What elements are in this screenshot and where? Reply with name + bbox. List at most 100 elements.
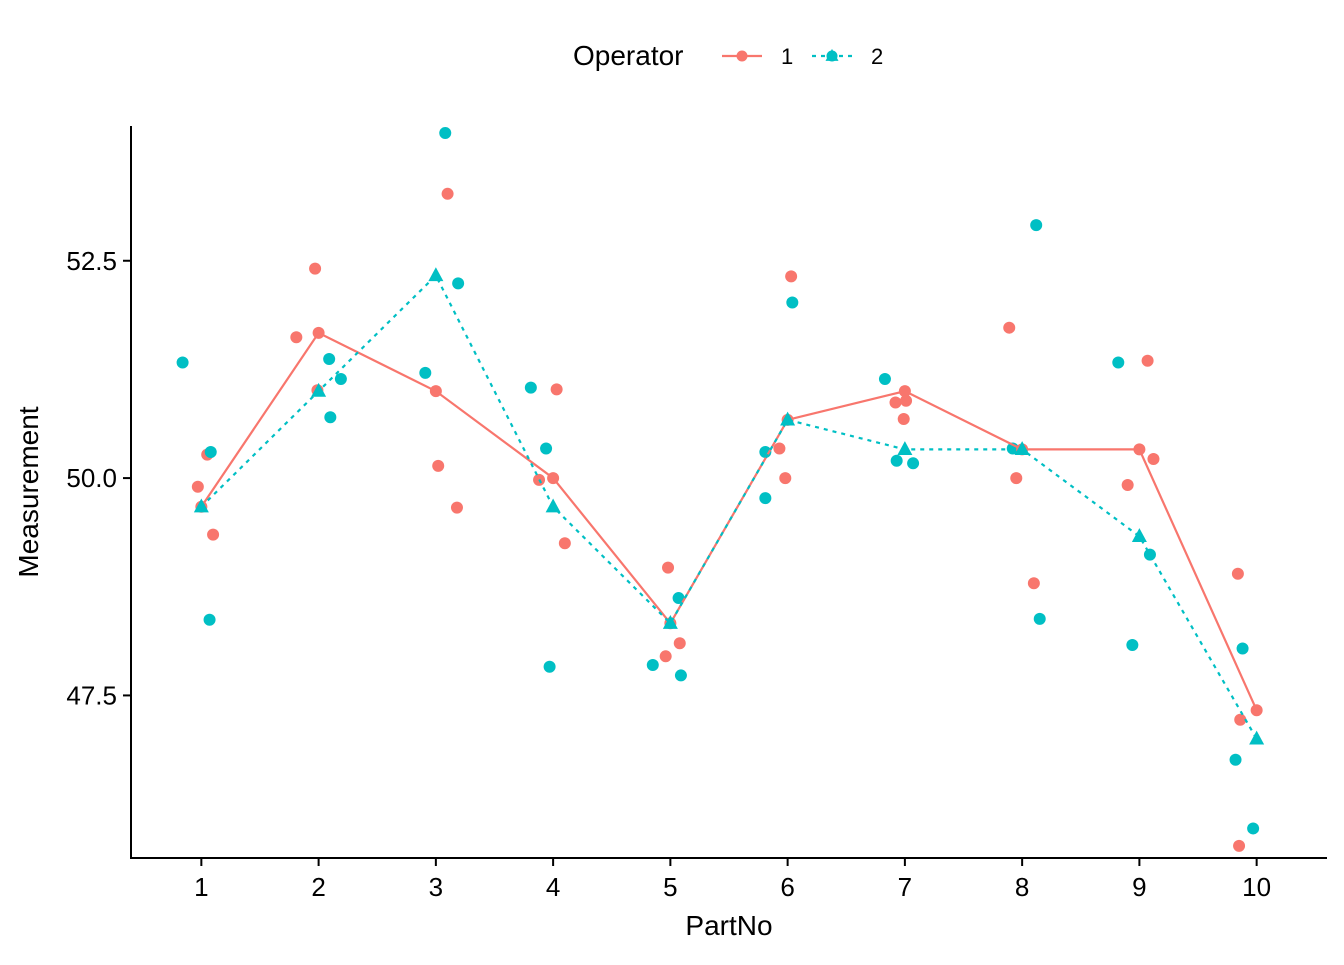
data-point-op1-23 xyxy=(1010,472,1023,485)
data-point-op2-14 xyxy=(672,592,685,605)
y-tick-label-0: 47.5 xyxy=(66,680,117,710)
mean-marker-op1-part10 xyxy=(1250,704,1263,717)
x-tick-label-7: 7 xyxy=(898,872,912,902)
legend-label-1: 1 xyxy=(781,44,793,69)
legend-title: Operator xyxy=(573,40,684,71)
data-point-op1-15 xyxy=(673,637,686,650)
data-point-op2-13 xyxy=(646,659,659,672)
legend-label-2: 2 xyxy=(871,44,883,69)
data-point-op2-30 xyxy=(1247,822,1260,835)
data-point-op2-11 xyxy=(540,442,553,455)
x-tick-label-4: 4 xyxy=(546,872,560,902)
data-point-op2-15 xyxy=(674,669,687,682)
data-point-op2-6 xyxy=(334,372,347,385)
legend-key-triangle-2 xyxy=(825,48,839,61)
x-axis-title: PartNo xyxy=(685,910,772,941)
axes: 1 2 3 4 5 6 7 8 9 10 47.5 50.0 52.5 PartNo Measurement xyxy=(13,126,1327,941)
data-point-op2-21 xyxy=(907,457,920,470)
y-tick-label-1: 50.0 xyxy=(66,463,117,493)
data-point-op2-25 xyxy=(1112,356,1125,369)
mean-marker-op2-part4 xyxy=(545,498,561,513)
mean-marker-op2-part2 xyxy=(311,382,327,397)
data-point-op1-21 xyxy=(900,394,913,407)
data-point-op1-29 xyxy=(1234,713,1247,726)
mean-marker-op2-part10 xyxy=(1249,730,1265,745)
data-point-op1-25 xyxy=(1121,479,1134,492)
legend: Operator 1 2 xyxy=(573,40,883,71)
data-point-op1-9 xyxy=(450,501,463,514)
data-point-op1-26 xyxy=(1141,354,1154,367)
mean-marker-op2-part5 xyxy=(662,615,678,629)
data-point-op2-12 xyxy=(543,660,556,673)
mean-marker-op2-part6 xyxy=(780,411,796,426)
legend-key-point-1 xyxy=(736,50,748,62)
series-1-points xyxy=(191,187,1247,852)
x-tick-label-2: 2 xyxy=(311,872,325,902)
data-point-op1-11 xyxy=(550,383,563,396)
data-point-op1-24 xyxy=(1027,577,1040,590)
data-point-op1-18 xyxy=(785,270,798,283)
data-point-op2-18 xyxy=(786,296,799,309)
data-point-op1-17 xyxy=(779,472,792,485)
legend-entry-2: 2 xyxy=(812,44,883,69)
data-point-op1-3 xyxy=(207,528,220,541)
plot-area xyxy=(176,126,1265,852)
data-point-op1-19 xyxy=(889,396,902,409)
x-tick-label-6: 6 xyxy=(780,872,794,902)
series-2-points xyxy=(176,126,1260,835)
mean-marker-op2-part7 xyxy=(897,441,913,456)
data-point-op1-7 xyxy=(432,459,445,472)
data-point-op2-20 xyxy=(890,454,903,467)
mean-marker-op2-part8 xyxy=(1014,441,1030,456)
series-2-mean-line xyxy=(200,273,1258,740)
mean-marker-op1-part2 xyxy=(312,326,325,339)
data-point-op1-1 xyxy=(191,480,204,493)
data-point-op2-1 xyxy=(176,356,189,369)
series-1-mean-line xyxy=(200,331,1258,711)
data-point-op1-20 xyxy=(897,412,910,425)
x-tick-label-10: 10 xyxy=(1242,872,1271,902)
mean-marker-op1-part4 xyxy=(547,472,560,485)
data-point-op2-7 xyxy=(419,366,432,379)
data-point-op2-23 xyxy=(1030,219,1043,232)
data-point-op2-3 xyxy=(203,613,216,626)
data-point-op2-4 xyxy=(323,352,336,365)
data-point-op1-22 xyxy=(1003,321,1016,334)
mean-marker-op2-part9 xyxy=(1131,528,1147,542)
data-point-op2-28 xyxy=(1229,753,1242,766)
data-point-op2-9 xyxy=(452,277,465,290)
data-point-op1-16 xyxy=(773,442,786,455)
data-point-op2-2 xyxy=(204,446,217,459)
data-point-op2-29 xyxy=(1236,642,1249,655)
data-point-op2-5 xyxy=(324,411,337,424)
data-point-op2-27 xyxy=(1143,548,1156,561)
y-axis-title: Measurement xyxy=(13,406,44,577)
data-point-op2-10 xyxy=(524,381,537,394)
x-tick-label-3: 3 xyxy=(429,872,443,902)
mean-marker-op1-part9 xyxy=(1133,443,1146,456)
data-point-op2-19 xyxy=(878,372,891,385)
data-point-op1-14 xyxy=(662,561,675,574)
mean-marker-op2-part3 xyxy=(428,267,444,282)
data-point-op2-8 xyxy=(439,126,452,139)
x-tick-label-9: 9 xyxy=(1132,872,1146,902)
mean-marker-op1-part7 xyxy=(898,385,911,398)
series-2-mean xyxy=(193,267,1265,745)
data-point-op2-26 xyxy=(1126,639,1139,652)
data-point-op1-28 xyxy=(1231,567,1244,580)
data-point-op2-24 xyxy=(1033,612,1046,625)
y-tick-label-2: 52.5 xyxy=(66,246,117,276)
data-point-op1-13 xyxy=(659,650,672,663)
x-tick-label-1: 1 xyxy=(194,872,208,902)
data-point-op1-5 xyxy=(309,262,322,275)
mean-marker-op2-part1 xyxy=(193,498,209,513)
x-tick-label-8: 8 xyxy=(1015,872,1029,902)
series-1-mean xyxy=(195,326,1263,717)
legend-entry-1: 1 xyxy=(722,44,793,69)
data-point-op1-30 xyxy=(1233,839,1246,852)
data-point-op1-4 xyxy=(290,331,303,344)
data-point-op2-17 xyxy=(759,492,772,505)
data-point-op1-27 xyxy=(1147,452,1160,465)
